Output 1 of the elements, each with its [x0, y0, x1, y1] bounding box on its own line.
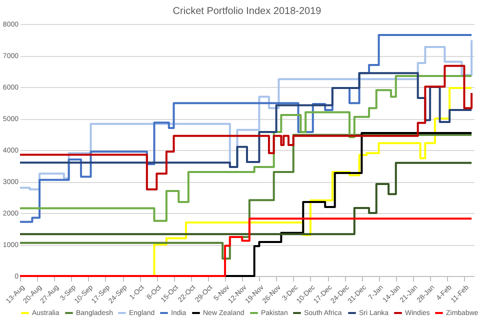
- chart-title: Cricket Portfolio Index 2018-2019: [172, 6, 322, 17]
